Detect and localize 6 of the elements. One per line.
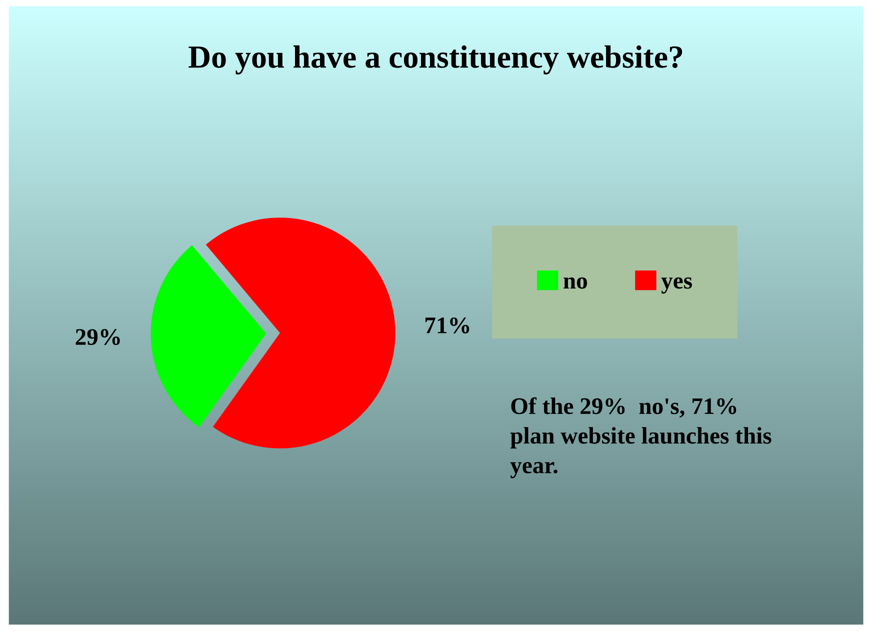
chart-title: Do you have a constituency website?: [188, 45, 682, 74]
legend-label: no: [564, 277, 587, 289]
text: Of the 29% no's, 71% plan website launches this year.: [510, 397, 772, 478]
legend-label: yes: [661, 277, 692, 294]
data-label: 29%: [76, 329, 120, 346]
data-label: 71%: [425, 317, 470, 334]
